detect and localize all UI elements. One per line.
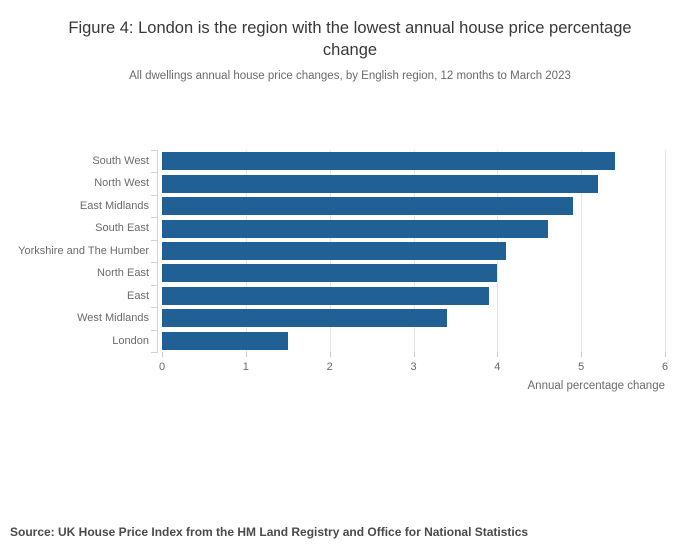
x-axis: 0 1 2 3 4 5 6 [158, 352, 669, 378]
bar-london[interactable] [162, 331, 288, 350]
y-axis-tick [151, 284, 158, 286]
y-axis-label-north-east: North East [97, 267, 149, 280]
x-axis-tick-label-4: 4 [494, 361, 501, 373]
x-axis-tick-label-5: 5 [578, 361, 585, 373]
plot-area [162, 150, 666, 352]
x-axis-tick-5 [581, 352, 583, 357]
x-axis-tick-6 [665, 352, 666, 357]
x-axis-tick-label-6: 6 [661, 361, 669, 373]
bar-south-east[interactable] [162, 219, 548, 238]
x-axis-title: Annual percentage change [527, 380, 665, 392]
x-axis-tick-3 [413, 352, 415, 357]
x-axis-tick-2 [329, 352, 331, 357]
y-axis-tick [151, 352, 158, 353]
y-axis-line [157, 150, 158, 353]
y-axis-tick [151, 150, 158, 151]
y-axis-tick [151, 307, 158, 309]
y-axis-label-east: East [126, 289, 149, 302]
y-axis-label-london: London [112, 334, 149, 347]
bar-south-west[interactable] [162, 152, 615, 171]
y-axis-label-west-midlands: West Midlands [77, 312, 149, 325]
y-axis-tick [151, 194, 158, 196]
y-axis-label-north-west: North West [94, 177, 149, 190]
y-axis-tick [151, 329, 158, 331]
bar-north-west[interactable] [162, 174, 598, 193]
source-line: Source: UK House Price Index from the HM… [10, 525, 529, 539]
x-axis-tick-label-0: 0 [158, 361, 166, 373]
x-axis-tick-1 [245, 352, 247, 357]
bar-east-midlands[interactable] [162, 197, 573, 216]
y-axis-label-yorkshire-and-the-humber: Yorkshire and The Humber [18, 244, 149, 257]
y-axis-label-south-west: South West [92, 155, 149, 167]
x-axis-tick-label-2: 2 [326, 361, 333, 373]
y-axis-tick [151, 239, 158, 241]
x-axis-tick-label-1: 1 [242, 361, 249, 373]
x-axis-tick-0 [162, 352, 163, 357]
y-axis-tick [151, 172, 158, 174]
bar-east[interactable] [162, 286, 489, 305]
gridline-5 [581, 150, 583, 352]
bar-yorkshire-and-the-humber[interactable] [162, 242, 506, 260]
y-axis-tick [151, 262, 158, 264]
bar-north-east[interactable] [162, 264, 498, 283]
bar-west-midlands[interactable] [162, 309, 448, 328]
y-axis [151, 150, 158, 353]
y-axis-label-south-east: South East [95, 222, 149, 235]
y-axis-label-east-midlands: East Midlands [79, 199, 149, 212]
chart-title: Figure 4: London is the region with the … [68, 19, 632, 60]
y-axis-labels: South West North West East Midlands South E… [0, 150, 149, 352]
x-axis-tick-label-3: 3 [410, 361, 417, 373]
gridline-6 [665, 150, 666, 352]
y-axis-tick [151, 217, 158, 219]
x-axis-tick-4 [497, 352, 499, 357]
chart-subtitle: All dwellings annual house price changes… [129, 69, 571, 82]
